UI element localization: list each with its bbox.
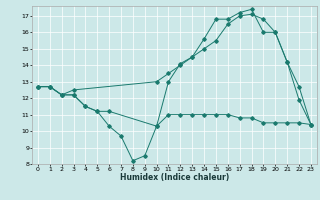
X-axis label: Humidex (Indice chaleur): Humidex (Indice chaleur) <box>120 173 229 182</box>
